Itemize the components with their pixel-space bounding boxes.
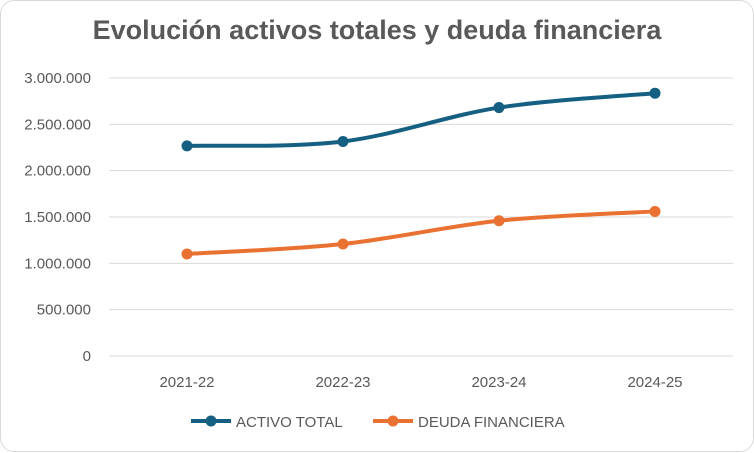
series-line-1 — [185, 209, 657, 256]
y-tick-label: 2.500.000 — [24, 116, 91, 133]
data-point — [649, 205, 661, 217]
legend-label: DEUDA FINANCIERA — [418, 414, 565, 431]
y-tick-label: 0 — [83, 348, 91, 365]
y-tick-label: 1.500.000 — [24, 209, 91, 226]
legend-label: ACTIVO TOTAL — [236, 414, 343, 431]
data-point — [181, 248, 193, 260]
x-tick-label: 2022-23 — [315, 374, 370, 391]
chart-title: Evolución activos totales y deuda financ… — [92, 15, 662, 45]
x-tick-label: 2024-25 — [627, 374, 682, 391]
y-tick-label: 500.000 — [37, 302, 91, 319]
data-point — [493, 102, 505, 114]
data-point — [649, 87, 661, 99]
data-point — [337, 238, 349, 250]
data-point — [181, 140, 193, 152]
y-tick-label: 2.000.000 — [24, 163, 91, 180]
legend-marker — [205, 415, 217, 427]
data-point — [493, 215, 505, 227]
x-tick-label: 2021-22 — [159, 374, 214, 391]
y-tick-label: 1.000.000 — [24, 255, 91, 272]
x-tick-label: 2023-24 — [471, 374, 526, 391]
legend-marker — [387, 415, 399, 427]
y-tick-label: 3.000.000 — [24, 70, 91, 87]
series-line-0 — [185, 91, 657, 148]
data-point — [337, 135, 349, 147]
